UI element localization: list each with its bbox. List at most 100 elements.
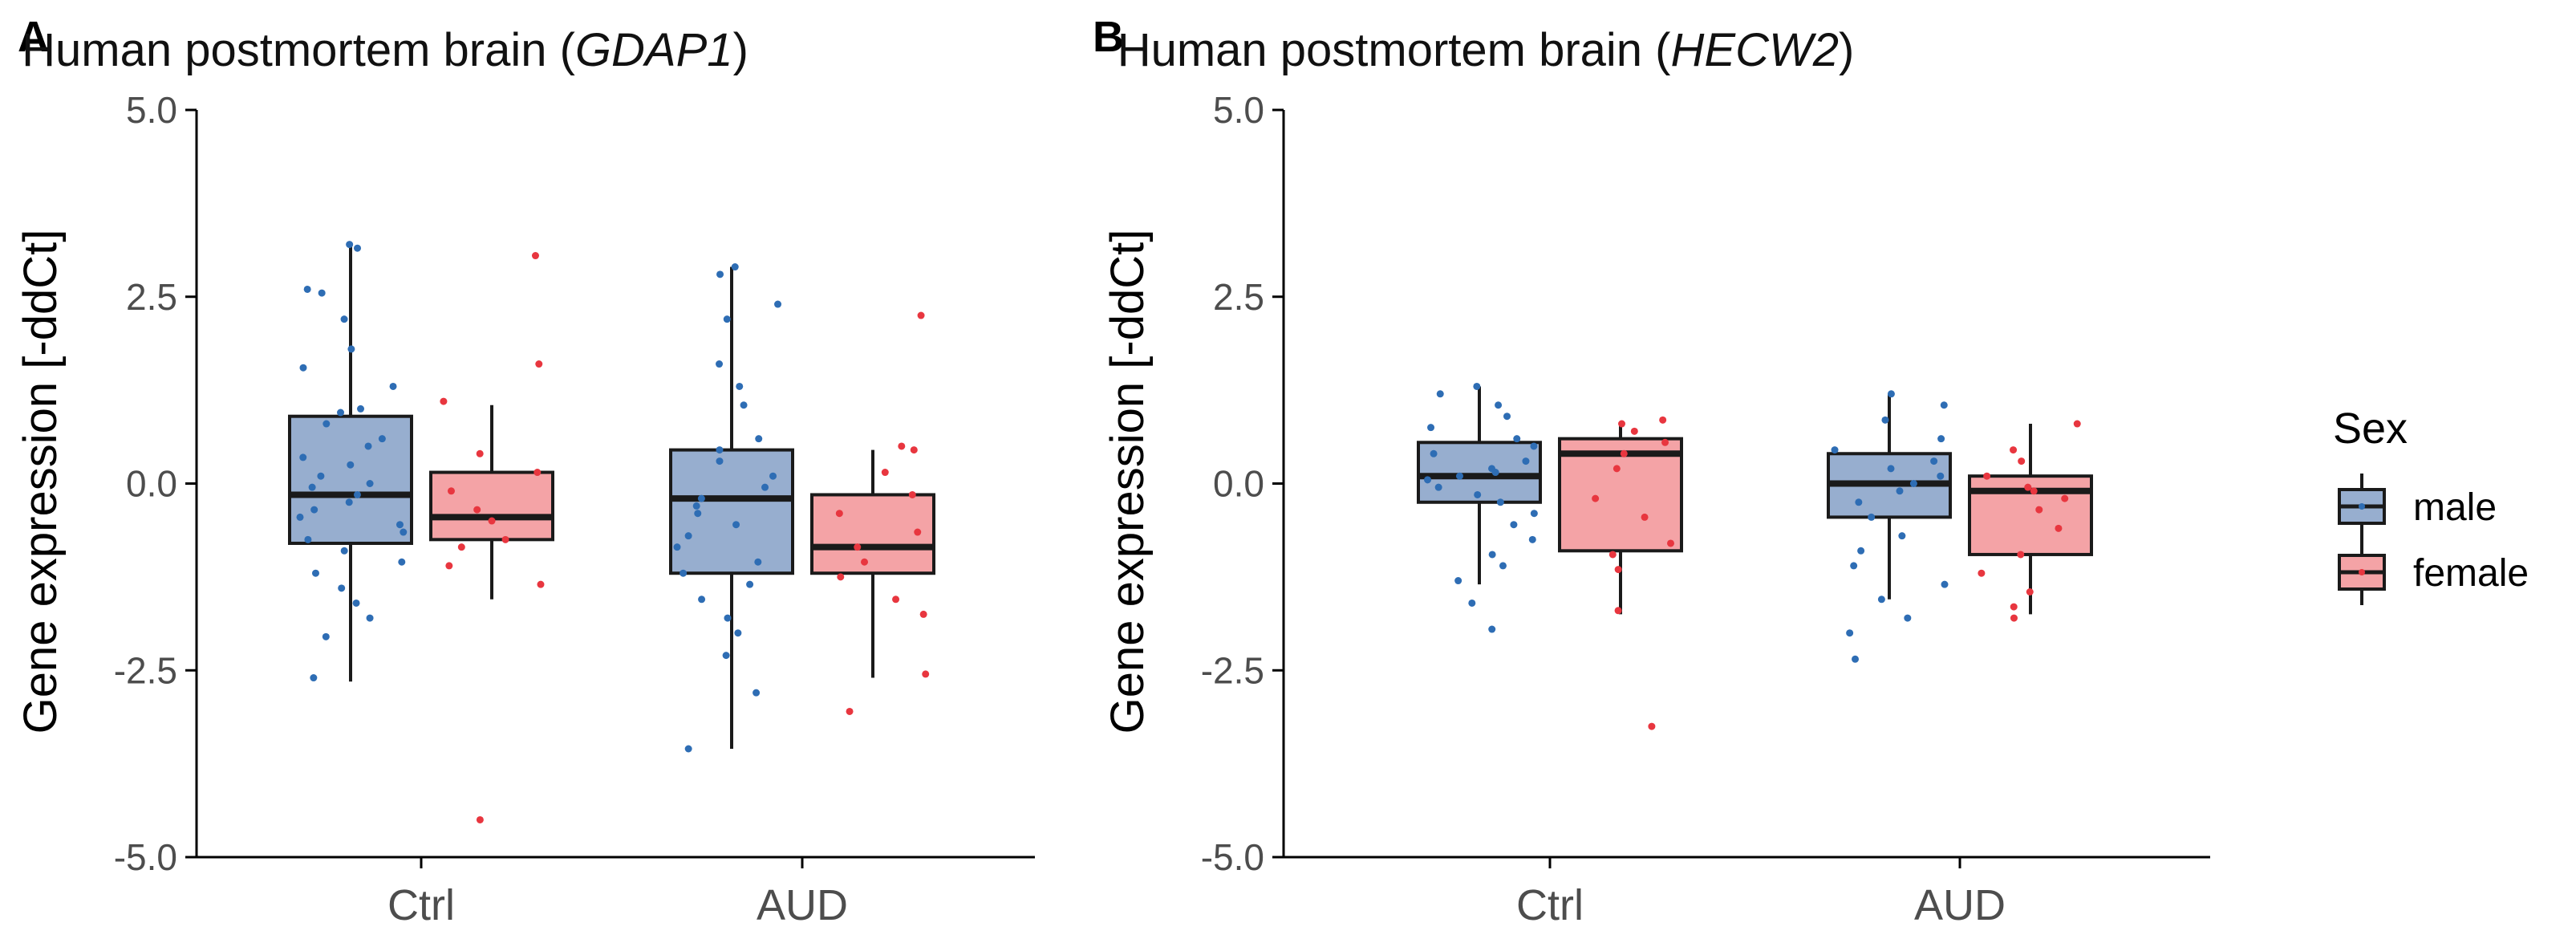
data-point bbox=[1937, 472, 1945, 480]
y-tick-label: -2.5 bbox=[1201, 649, 1264, 691]
data-point bbox=[1468, 599, 1476, 607]
box-body bbox=[1558, 437, 1683, 553]
data-point bbox=[1630, 427, 1638, 435]
panel-a-y-axis-title: Gene expression [-ddCt] bbox=[14, 230, 67, 734]
data-point bbox=[917, 311, 925, 319]
data-point bbox=[1904, 614, 1912, 622]
y-tick-label: 2.5 bbox=[126, 276, 177, 318]
box-male-aud bbox=[1827, 390, 1952, 663]
data-point bbox=[366, 614, 374, 622]
panel-a-plot-area: -5.0 -2.5 0.0 2.5 5.0 Ctrl AUD bbox=[114, 89, 1035, 929]
data-point bbox=[892, 596, 900, 604]
data-point bbox=[914, 528, 922, 536]
data-point bbox=[537, 580, 545, 588]
box-male-aud bbox=[669, 263, 794, 753]
data-point bbox=[310, 674, 318, 682]
data-point bbox=[1618, 420, 1626, 428]
data-point bbox=[734, 629, 742, 637]
data-point bbox=[338, 584, 346, 592]
legend-label-female: female bbox=[2413, 552, 2529, 595]
legend-key-female bbox=[2338, 539, 2386, 605]
panel-b: B Human postmortem brain (HECW2) Gene ex… bbox=[1093, 13, 2210, 929]
data-point bbox=[679, 569, 688, 577]
data-point bbox=[1436, 390, 1444, 398]
data-point bbox=[922, 670, 930, 678]
data-point bbox=[716, 360, 724, 368]
data-point bbox=[1641, 513, 1649, 521]
data-point bbox=[673, 543, 681, 551]
legend: Sex male female bbox=[2333, 404, 2529, 605]
data-point bbox=[1930, 457, 1938, 465]
box-body bbox=[810, 493, 935, 575]
legend-title: Sex bbox=[2333, 404, 2408, 453]
data-point bbox=[854, 543, 862, 551]
data-point bbox=[389, 382, 397, 390]
data-point bbox=[347, 461, 355, 469]
data-point bbox=[1614, 566, 1622, 574]
data-point bbox=[1846, 629, 1854, 637]
data-point bbox=[2073, 420, 2081, 428]
data-point bbox=[1940, 401, 1948, 409]
data-point bbox=[2055, 524, 2063, 532]
data-point bbox=[352, 599, 360, 607]
data-point bbox=[2018, 457, 2026, 465]
box-female-ctrl bbox=[1558, 416, 1683, 730]
data-point bbox=[846, 707, 854, 715]
data-point bbox=[697, 494, 705, 502]
data-point bbox=[694, 510, 702, 518]
panel-b-y-axis-title: Gene expression [-ddCt] bbox=[1101, 230, 1154, 734]
data-point bbox=[1592, 494, 1600, 502]
data-point bbox=[1659, 416, 1667, 424]
data-point bbox=[1937, 435, 1945, 443]
panel-b-title: Human postmortem brain (HECW2) bbox=[1118, 24, 1855, 76]
box-male-ctrl bbox=[1417, 382, 1542, 633]
data-point bbox=[1855, 498, 1863, 506]
data-point bbox=[692, 502, 700, 510]
data-point bbox=[1614, 607, 1622, 615]
box-female-aud bbox=[810, 311, 935, 715]
data-point bbox=[398, 558, 406, 566]
data-point bbox=[345, 498, 353, 506]
data-point bbox=[354, 244, 362, 252]
data-point bbox=[447, 487, 455, 495]
y-tick-label: 5.0 bbox=[1213, 89, 1264, 131]
data-point bbox=[1608, 551, 1617, 559]
data-point bbox=[440, 397, 448, 405]
data-point bbox=[1852, 655, 1860, 663]
y-tick-label: 2.5 bbox=[1213, 276, 1264, 318]
data-point bbox=[1473, 382, 1481, 390]
data-point bbox=[322, 632, 330, 640]
box-body bbox=[669, 448, 794, 575]
data-point bbox=[1427, 424, 1435, 432]
data-point bbox=[898, 442, 906, 450]
data-point bbox=[1887, 465, 1895, 473]
data-point bbox=[722, 652, 730, 660]
data-point bbox=[1528, 535, 1536, 543]
data-point bbox=[1613, 465, 1621, 473]
data-point bbox=[724, 614, 732, 622]
data-point bbox=[1620, 449, 1628, 457]
data-point bbox=[761, 483, 769, 491]
data-point bbox=[1522, 457, 1530, 465]
data-point bbox=[473, 506, 481, 514]
data-point bbox=[308, 483, 316, 491]
data-point bbox=[299, 453, 307, 461]
data-point bbox=[755, 435, 763, 443]
data-point bbox=[2010, 603, 2018, 611]
data-point bbox=[723, 315, 731, 323]
data-point bbox=[310, 506, 318, 514]
y-tick-label: 0.0 bbox=[1213, 463, 1264, 505]
data-point bbox=[837, 573, 845, 581]
data-point bbox=[1898, 532, 1906, 540]
data-point bbox=[835, 510, 843, 518]
data-point bbox=[1513, 435, 1521, 443]
x-tick-label: AUD bbox=[1914, 881, 2006, 929]
data-point bbox=[299, 364, 307, 372]
data-point bbox=[2024, 483, 2032, 491]
data-point bbox=[396, 521, 404, 529]
data-point bbox=[1434, 483, 1442, 491]
data-point bbox=[753, 689, 761, 697]
data-point bbox=[746, 580, 754, 588]
y-tick-label: -5.0 bbox=[1201, 836, 1264, 878]
